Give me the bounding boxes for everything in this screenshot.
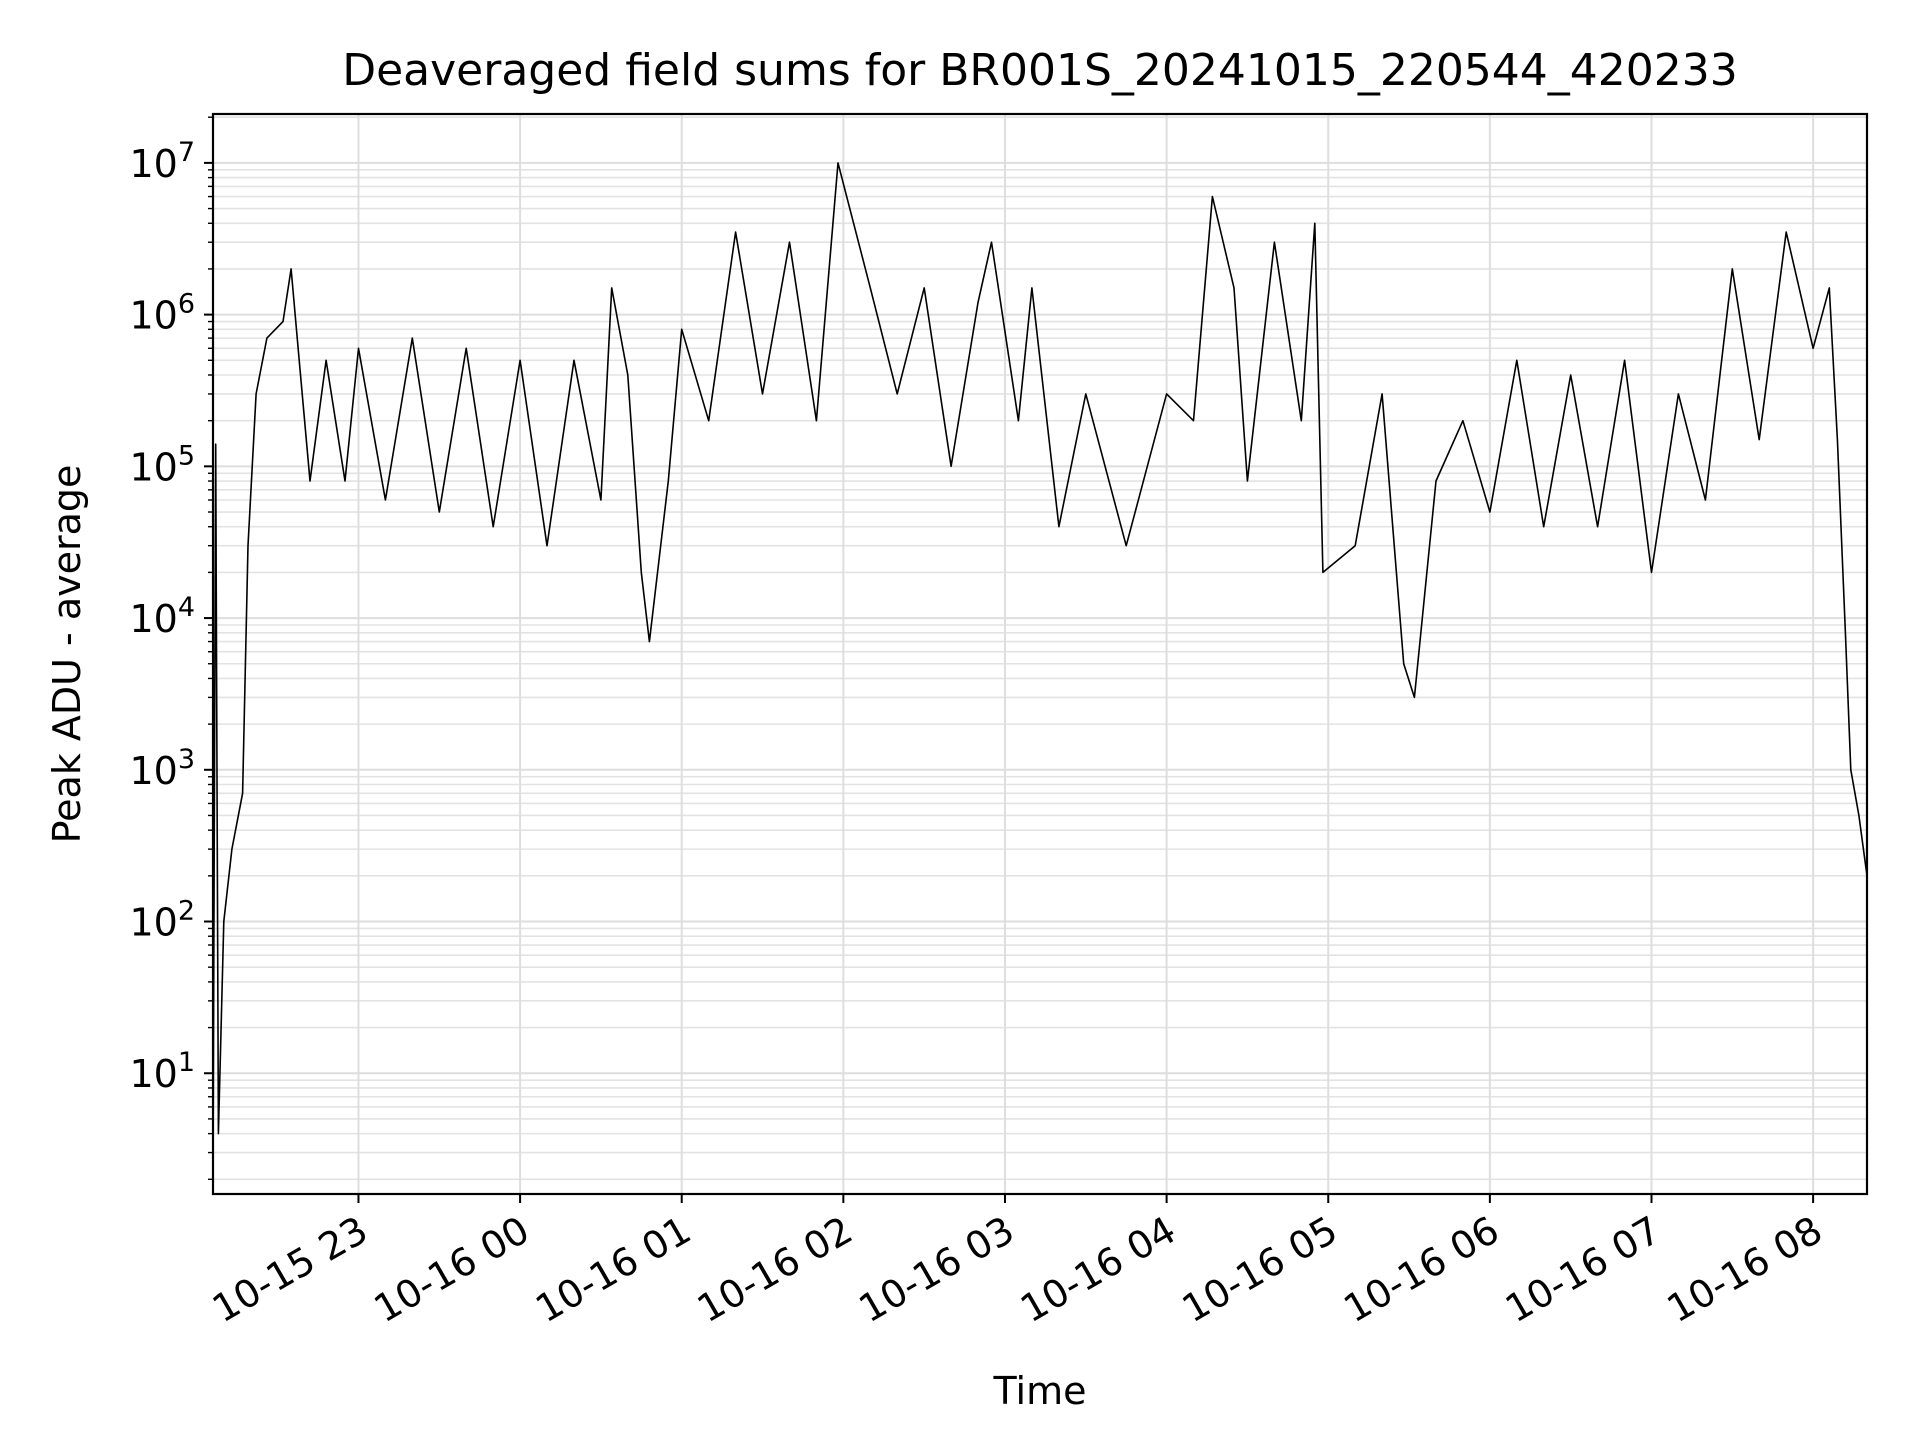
series-layer [212,162,1868,1180]
y-axis: 101 102 103 104 105 106 107 [129,116,213,1180]
plot-frame [211,112,1869,1196]
y-tick-label: 102 [129,896,195,945]
y-tick-label: 101 [129,1047,195,1096]
y-tick-label: 104 [129,592,195,641]
y-axis-label: Peak ADU - average [45,465,89,844]
series-line [212,162,1868,1180]
y-tick-label: 103 [129,744,195,793]
y-tick-label: 107 [129,137,195,186]
x-axis-label: Time [993,1369,1087,1413]
y-tick-label: 106 [129,289,195,338]
y-tick-label: 105 [129,440,195,489]
chart-title: Deaveraged field sums for BR001S_2024101… [342,45,1738,96]
grid [213,114,1867,1194]
